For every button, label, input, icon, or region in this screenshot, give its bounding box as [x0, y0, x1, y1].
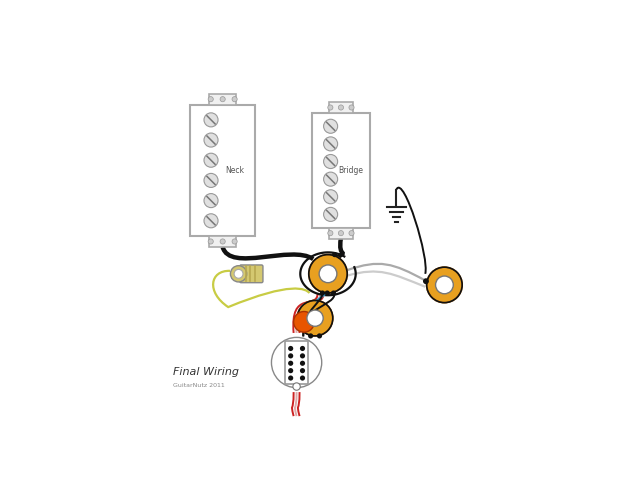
Circle shape: [204, 133, 218, 147]
Circle shape: [204, 214, 218, 228]
Circle shape: [232, 96, 237, 102]
Circle shape: [293, 383, 300, 390]
Circle shape: [208, 96, 213, 102]
Circle shape: [204, 173, 218, 188]
Circle shape: [324, 190, 338, 204]
Circle shape: [288, 375, 293, 381]
Circle shape: [349, 105, 354, 110]
Circle shape: [288, 368, 293, 373]
Circle shape: [288, 353, 293, 359]
FancyBboxPatch shape: [329, 228, 353, 239]
Circle shape: [308, 333, 313, 338]
Circle shape: [319, 265, 337, 283]
Circle shape: [339, 230, 344, 236]
Circle shape: [300, 353, 305, 359]
Circle shape: [324, 137, 338, 151]
Circle shape: [427, 267, 462, 303]
FancyBboxPatch shape: [312, 113, 369, 228]
Circle shape: [324, 155, 338, 168]
Circle shape: [300, 375, 305, 381]
Circle shape: [317, 333, 322, 338]
Circle shape: [220, 239, 225, 244]
Circle shape: [298, 300, 333, 336]
Circle shape: [423, 278, 429, 284]
Circle shape: [204, 193, 218, 208]
FancyBboxPatch shape: [190, 105, 255, 236]
Circle shape: [208, 239, 213, 244]
Circle shape: [307, 310, 323, 326]
Circle shape: [328, 230, 333, 236]
Circle shape: [332, 252, 337, 257]
FancyBboxPatch shape: [329, 102, 353, 113]
Circle shape: [294, 312, 314, 332]
Circle shape: [300, 368, 305, 373]
Text: Neck: Neck: [225, 166, 244, 175]
Text: Bridge: Bridge: [339, 166, 364, 175]
Circle shape: [324, 290, 330, 296]
Circle shape: [339, 105, 344, 110]
Circle shape: [234, 269, 243, 278]
FancyBboxPatch shape: [285, 341, 308, 384]
FancyBboxPatch shape: [209, 94, 236, 105]
Circle shape: [300, 360, 305, 366]
Circle shape: [349, 230, 354, 236]
FancyBboxPatch shape: [239, 265, 263, 283]
Text: GuitarNutz 2011: GuitarNutz 2011: [173, 383, 225, 387]
Circle shape: [328, 105, 333, 110]
Text: Final Wiring: Final Wiring: [173, 368, 239, 377]
Circle shape: [436, 276, 453, 294]
Circle shape: [232, 239, 237, 244]
Circle shape: [324, 172, 338, 186]
Circle shape: [324, 207, 338, 221]
Circle shape: [300, 346, 305, 351]
Circle shape: [204, 113, 218, 127]
Circle shape: [204, 153, 218, 167]
Circle shape: [308, 254, 348, 293]
Circle shape: [288, 346, 293, 351]
Circle shape: [324, 119, 338, 133]
Circle shape: [230, 266, 246, 282]
Circle shape: [220, 96, 225, 102]
FancyBboxPatch shape: [209, 236, 236, 247]
Circle shape: [320, 290, 325, 296]
Circle shape: [331, 290, 336, 296]
Circle shape: [288, 360, 293, 366]
